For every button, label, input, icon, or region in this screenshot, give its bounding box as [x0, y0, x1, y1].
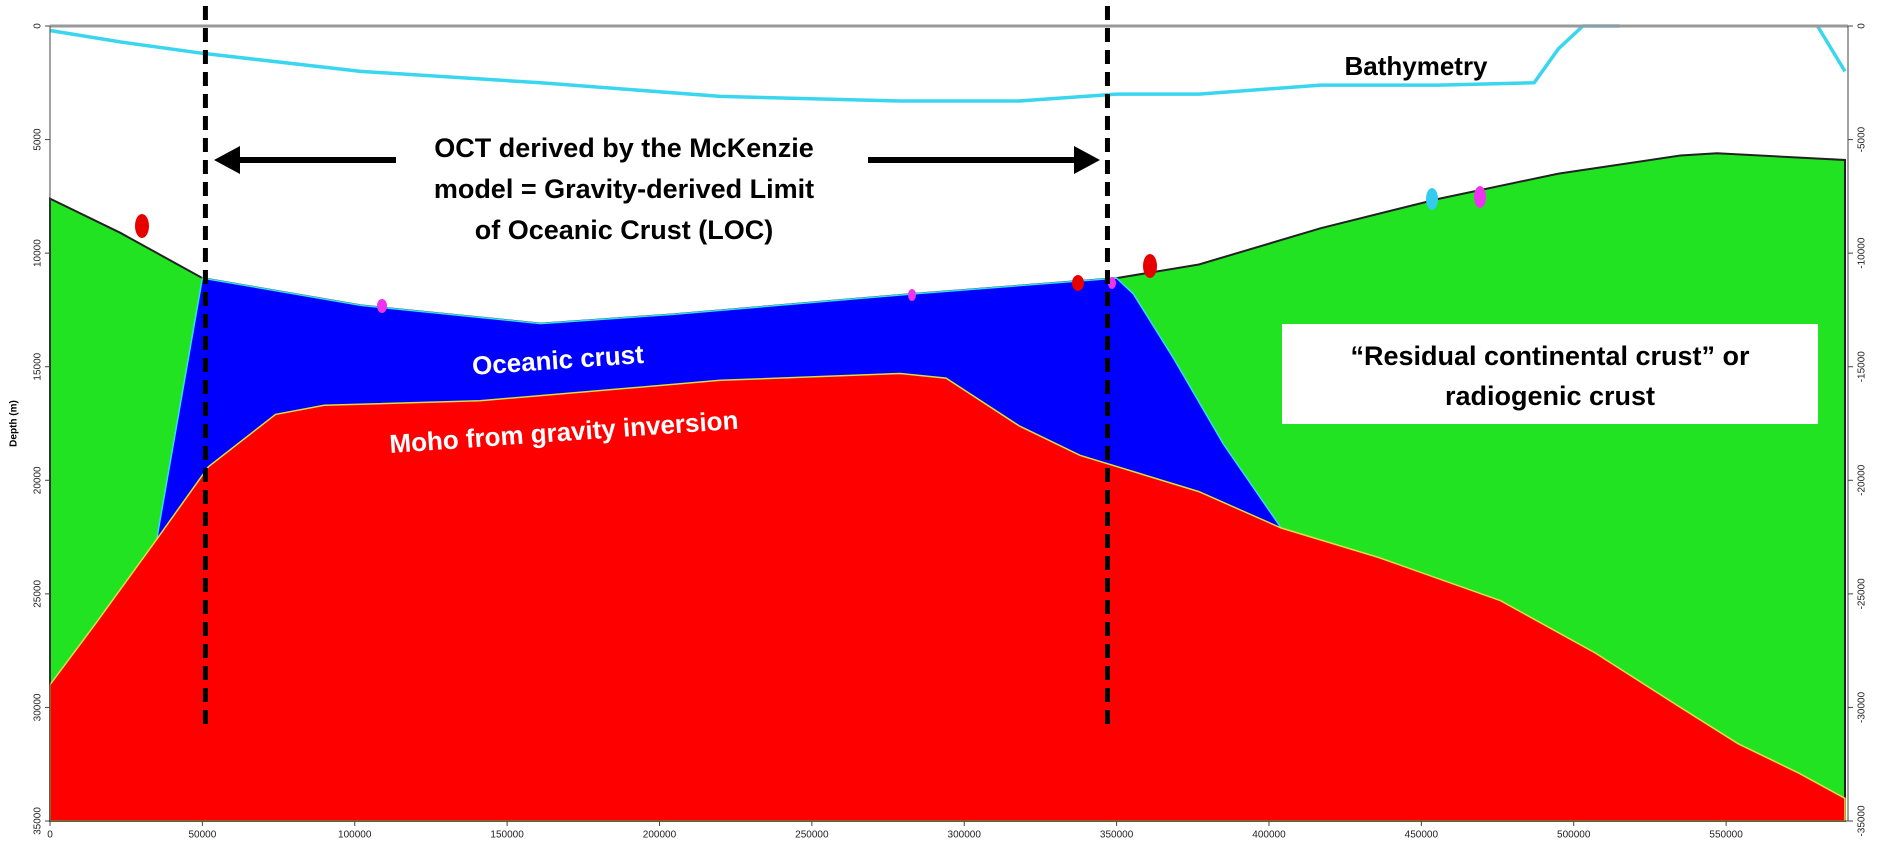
x-tick-label: 200000: [643, 830, 677, 841]
chart: 0500001000001500002000002500003000003500…: [0, 0, 1879, 848]
y-tick-label: 20000: [33, 466, 44, 494]
x-tick-label: 300000: [948, 830, 982, 841]
residual-label: radiogenic crust: [1445, 381, 1655, 411]
marker-dot: [135, 214, 149, 238]
y2-tick-label: -15000: [1857, 351, 1868, 383]
y-tick-label: 15000: [33, 352, 44, 380]
residual-label: “Residual continental crust” or: [1350, 341, 1750, 371]
y-tick-label: 0: [33, 23, 44, 29]
marker-dot: [908, 289, 916, 301]
oct-label: of Oceanic Crust (LOC): [475, 215, 774, 245]
y-tick-label: 25000: [33, 580, 44, 608]
y-tick-label: 10000: [33, 239, 44, 267]
y-tick-label: 35000: [33, 807, 44, 835]
y2-tick-label: -5000: [1857, 126, 1868, 152]
oct-label: OCT derived by the McKenzie: [434, 133, 814, 163]
x-tick-label: 250000: [795, 830, 829, 841]
marker-dot: [377, 299, 387, 313]
x-tick-label: 0: [47, 830, 53, 841]
marker-dot: [1474, 186, 1486, 208]
y-tick-label: 5000: [33, 128, 44, 151]
oct-label: model = Gravity-derived Limit: [434, 174, 814, 204]
y2-tick-label: -25000: [1857, 578, 1868, 610]
marker-dot: [1072, 275, 1084, 291]
x-tick-label: 350000: [1100, 830, 1134, 841]
y2-tick-label: -10000: [1857, 237, 1868, 269]
x-tick-label: 450000: [1405, 830, 1439, 841]
x-tick-label: 50000: [188, 830, 216, 841]
x-tick-label: 400000: [1252, 830, 1286, 841]
y-tick-label: 30000: [33, 693, 44, 721]
y2-tick-label: -35000: [1857, 805, 1868, 837]
y2-tick-label: -30000: [1857, 691, 1868, 723]
marker-dot: [1143, 254, 1157, 278]
y2-tick-label: -20000: [1857, 464, 1868, 496]
marker-dot: [1426, 188, 1438, 210]
y2-tick-label: 0: [1857, 23, 1868, 29]
series-label: Bathymetry: [1344, 51, 1488, 81]
x-tick-label: 150000: [490, 830, 524, 841]
y-axis-title: Depth (m): [9, 400, 20, 447]
x-tick-label: 500000: [1557, 830, 1591, 841]
x-tick-label: 550000: [1709, 830, 1743, 841]
x-tick-label: 100000: [338, 830, 372, 841]
